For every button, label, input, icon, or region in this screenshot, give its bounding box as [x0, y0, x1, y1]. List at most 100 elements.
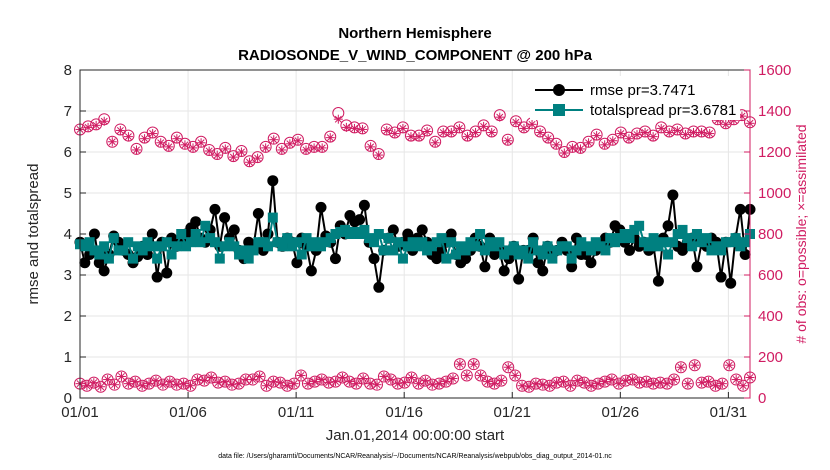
obs-assimilated-marker [245, 157, 255, 167]
obs-assimilated-marker [204, 146, 214, 156]
x-tick-label: 01/11 [278, 404, 314, 421]
obs-assimilated-stroke [423, 127, 431, 136]
obs-assimilated-stroke [504, 363, 512, 371]
totalspread-point [359, 224, 370, 235]
obs-assimilated-marker [448, 374, 458, 384]
obs-assimilated-marker [382, 125, 392, 135]
totalspread-point [446, 237, 457, 248]
obs-assimilated-stroke [407, 133, 415, 141]
totalspread-point [137, 245, 148, 256]
totalspread-point [441, 253, 452, 264]
obs-assimilated-marker [688, 128, 698, 138]
totalspread-point [600, 245, 611, 256]
chart-subtitle: RADIOSONDE_V_WIND_COMPONENT @ 200 hPa [238, 47, 593, 64]
obs-assimilated-stroke [421, 377, 429, 385]
obs-assimilated-marker [103, 375, 113, 385]
rmse-point [93, 257, 105, 269]
obs-assimilated-marker [366, 142, 376, 152]
obs-assimilated-marker [212, 150, 222, 160]
obs-possible-marker [681, 377, 694, 390]
obs-assimilated-stroke [221, 145, 229, 153]
obs-assimilated-stroke [350, 124, 358, 132]
obs-assimilated-marker [269, 135, 279, 145]
obs-assimilated-stroke [477, 371, 485, 379]
legend-spread-label: totalspread pr=3.6781 [590, 102, 736, 119]
obs-assimilated-stroke [133, 146, 141, 154]
obs-assimilated-marker [438, 128, 448, 138]
legend-rmse-label: rmse pr=3.7471 [590, 82, 695, 99]
obs-assimilated-marker [697, 378, 707, 388]
obs-assimilated-marker [96, 382, 106, 392]
obs-assimilated-stroke [375, 151, 383, 159]
obs-possible-marker [737, 379, 750, 392]
obs-assimilated-stroke [635, 379, 643, 387]
obs-assimilated-stroke [213, 151, 221, 159]
obs-assimilated-stroke [342, 123, 350, 131]
obs-assimilated-stroke [189, 144, 197, 152]
obs-assimilated-marker [538, 380, 548, 390]
x-tick-label: 01/01 [61, 404, 99, 421]
rmse-point [479, 261, 491, 273]
obs-assimilated-marker [220, 144, 230, 154]
obs-assimilated-stroke [97, 383, 105, 391]
rmse-spread-series [74, 175, 756, 293]
obs-assimilated-stroke [552, 141, 560, 149]
obs-assimilated-stroke [149, 130, 157, 138]
obs-assimilated-marker [123, 132, 133, 142]
totalspread-point [123, 237, 134, 248]
obs-assimilated-marker [107, 137, 117, 147]
totalspread-point [200, 220, 211, 231]
rmse-point [79, 257, 91, 269]
obs-assimilated-stroke [228, 381, 236, 389]
totalspread-point [301, 233, 312, 244]
obs-assimilated-stroke [237, 148, 245, 156]
obs-assimilated-stroke [214, 379, 222, 387]
obs-assimilated-stroke [615, 380, 623, 388]
obs-assimilated-marker [624, 134, 634, 144]
rmse-point [537, 265, 549, 277]
obs-assimilated-marker [690, 360, 700, 370]
obs-assimilated-marker [579, 378, 589, 388]
obs-assimilated-stroke [706, 130, 714, 138]
obs-assimilated-stroke [145, 380, 153, 388]
obs-assimilated-marker [407, 373, 417, 382]
rmse-point [416, 224, 428, 236]
obs-possible-marker [260, 379, 273, 392]
totalspread-point [716, 245, 727, 256]
obs-assimilated-stroke [269, 378, 277, 386]
obs-assimilated-stroke [401, 379, 409, 387]
rmse-point [98, 265, 110, 277]
obs-assimilated-marker [710, 381, 720, 391]
obs-assimilated-stroke [544, 135, 552, 143]
obs-assimilated-stroke [665, 129, 673, 137]
obs-assimilated-marker [374, 150, 384, 160]
totalspread-point [99, 241, 110, 252]
obs-assimilated-stroke [642, 378, 650, 386]
obs-possible-marker [87, 376, 100, 389]
obs-assimilated-marker [301, 145, 311, 155]
obs-assimilated-stroke [641, 129, 649, 137]
obs-assimilated-stroke [601, 141, 609, 149]
obs-assimilated-marker [400, 378, 410, 388]
obs-assimilated-marker [575, 144, 585, 154]
obs-assimilated-marker [406, 132, 416, 142]
obs-possible-marker [446, 372, 459, 385]
obs-assimilated-stroke [286, 140, 294, 148]
obs-assimilated-stroke [108, 138, 116, 146]
y-right-tick-label: 0 [758, 390, 766, 407]
obs-assimilated-marker [164, 142, 174, 152]
obs-assimilated-stroke [124, 380, 132, 388]
obs-assimilated-marker [434, 379, 444, 389]
rmse-point [267, 175, 279, 187]
totalspread-point [378, 245, 389, 256]
obs-assimilated-marker [524, 382, 534, 392]
obs-assimilated-marker [110, 380, 120, 390]
obs-possible-marker [149, 374, 162, 387]
totalspread-point [508, 241, 519, 252]
obs-assimilated-stroke [496, 113, 504, 121]
totalspread-point [677, 224, 688, 235]
obs-assimilated-stroke [439, 129, 447, 137]
obs-assimilated-marker [358, 374, 368, 384]
obs-assimilated-marker [531, 379, 541, 389]
obs-assimilated-marker [584, 138, 594, 148]
